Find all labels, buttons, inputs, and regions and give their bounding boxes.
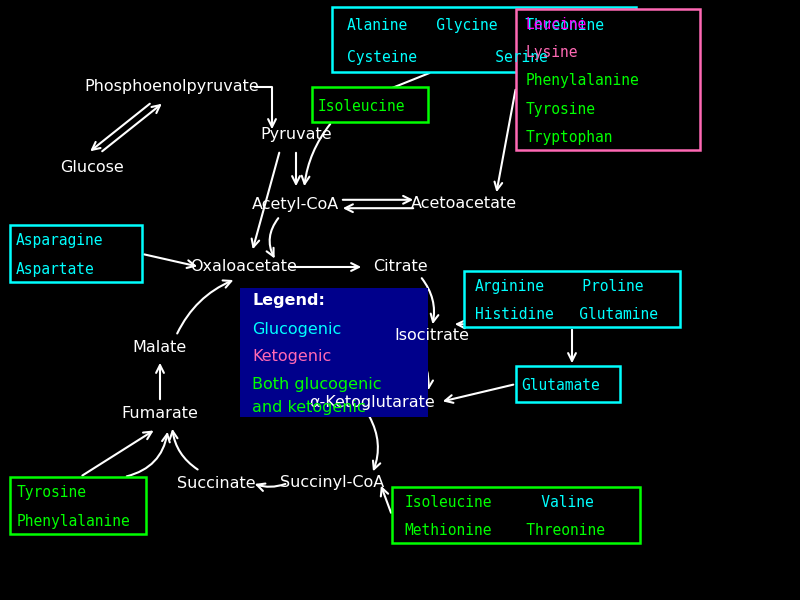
Text: Isoleucine: Isoleucine [404,495,492,510]
Bar [10,477,146,534]
Text: Arginine: Arginine [474,279,545,294]
Text: Histidine: Histidine [474,307,554,322]
Text: Aspartate: Aspartate [16,262,95,277]
Text: Glucogenic: Glucogenic [252,322,342,337]
Text: Threonine: Threonine [498,17,604,32]
Bar [10,225,142,282]
Text: Glucose: Glucose [60,160,124,175]
Text: Tyrosine: Tyrosine [525,101,595,116]
Text: Isocitrate: Isocitrate [394,329,470,343]
Text: Glutamine: Glutamine [554,307,658,322]
Text: Acetoacetate: Acetoacetate [411,196,517,211]
Text: Citrate: Citrate [373,259,427,274]
Text: Proline: Proline [556,279,644,294]
Text: Alanine: Alanine [347,17,409,32]
Text: Both glucogenic: Both glucogenic [252,377,382,392]
Text: Asparagine: Asparagine [16,233,104,248]
Text: Phenylalanine: Phenylalanine [525,73,639,88]
Bar [516,366,620,402]
Text: Tryptophan: Tryptophan [525,130,613,145]
Text: Isoleucine: Isoleucine [318,98,406,113]
Text: Ketogenic: Ketogenic [252,349,331,364]
Text: Succinyl-CoA: Succinyl-CoA [280,475,384,491]
Text: Leucine: Leucine [525,17,586,32]
Bar [312,87,428,122]
Text: Fumarate: Fumarate [122,407,198,421]
Text: Valine: Valine [515,495,594,510]
Text: Glycine: Glycine [410,17,497,32]
Text: Oxaloacetate: Oxaloacetate [190,259,298,274]
Bar [332,7,636,72]
Text: and ketogenic: and ketogenic [252,400,366,415]
Bar [516,9,700,150]
Text: α-Ketoglutarate: α-Ketoglutarate [309,395,435,409]
Bar [464,271,680,327]
Text: Phenylalanine: Phenylalanine [17,514,130,529]
Text: Lysine: Lysine [525,45,578,60]
Text: Succinate: Succinate [177,475,255,491]
Text: Threonine: Threonine [500,523,606,538]
Text: Acetyl-CoA: Acetyl-CoA [252,196,340,211]
Text: Malate: Malate [133,340,187,355]
Text: Pyruvate: Pyruvate [260,127,332,142]
Text: Serine: Serine [469,50,547,65]
Text: Phosphoenolpyruvate: Phosphoenolpyruvate [85,79,259,94]
Text: Legend:: Legend: [252,293,325,308]
Text: Tyrosine: Tyrosine [17,485,86,500]
Bar [392,487,640,543]
Text: Glutamate: Glutamate [522,379,600,394]
Bar [240,288,428,417]
Text: Cysteine: Cysteine [347,50,418,65]
Text: Methionine: Methionine [404,523,492,538]
